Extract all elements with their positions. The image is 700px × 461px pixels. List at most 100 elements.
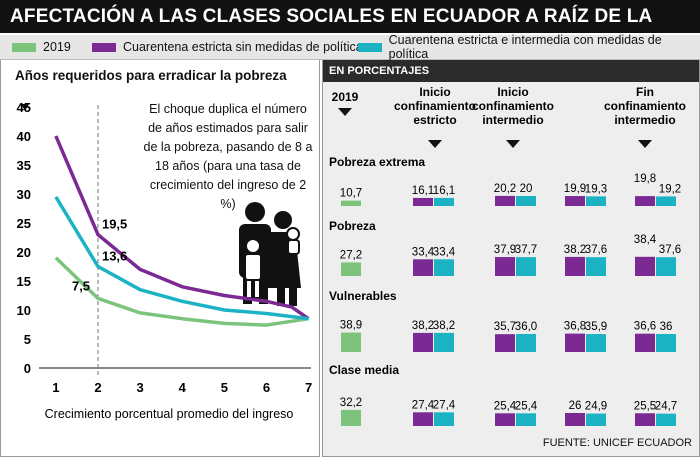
bar-con-medidas [656, 196, 676, 206]
bar-value-label: 27,4 [433, 399, 456, 411]
category-label: Vulnerables [329, 289, 397, 303]
bar-value-label: 35,9 [585, 321, 607, 333]
column-header: intermedio [614, 113, 675, 127]
x-axis-label: Crecimiento porcentual promedio del ingr… [45, 407, 294, 421]
bar-value-label: 25,4 [515, 400, 538, 412]
bar-con-medidas [656, 334, 676, 352]
bar-sin-medidas [565, 256, 585, 276]
series-line [54, 256, 309, 327]
column-header: Fin [636, 85, 654, 99]
bar-value-label: 25,5 [634, 400, 656, 412]
y-tick-label: 30 [17, 187, 31, 202]
arrow-down-icon [638, 140, 652, 148]
title-bar: AFECTACIÓN A LAS CLASES SOCIALES EN ECUA… [0, 0, 700, 60]
bar-value-label: 36,0 [515, 321, 537, 333]
bar-sin-medidas [413, 197, 433, 206]
bar-value-label: 27,2 [340, 249, 362, 261]
bar-con-medidas [434, 412, 454, 426]
bar-con-medidas [516, 334, 536, 352]
series-line [54, 135, 310, 321]
y-tick-label: 10 [17, 303, 31, 318]
legend-swatch-sin-medidas [92, 42, 116, 52]
bar-sin-medidas [565, 413, 585, 426]
bar-value-label: 38,2 [412, 320, 434, 332]
bar-value-label: 37,7 [515, 244, 537, 256]
bar-value-label: 26 [569, 400, 582, 412]
bar-sin-medidas [635, 196, 655, 206]
bar-sin-medidas [495, 195, 515, 206]
bar-con-medidas [656, 257, 676, 276]
arrow-down-icon [21, 104, 29, 111]
bar-sin-medidas [635, 256, 655, 276]
bar-value-label: 19,2 [659, 183, 681, 195]
column-header: confinamiento [394, 99, 476, 113]
bar-value-label: 37,6 [585, 244, 607, 256]
bar-value-label: 36 [660, 321, 673, 333]
bar-sin-medidas [635, 413, 655, 426]
bar-value-label: 37,6 [659, 244, 681, 256]
bar-value-label: 37,9 [494, 244, 516, 256]
line-chart-title: Años requeridos para erradicar la pobrez… [15, 68, 287, 83]
bar-value-label: 20,2 [494, 183, 516, 195]
arrow-down-icon [338, 108, 352, 116]
bar-sin-medidas [413, 332, 433, 352]
y-tick-label: 15 [17, 274, 31, 289]
bar-value-label: 25,4 [494, 400, 517, 412]
x-tick-label: 6 [263, 380, 270, 395]
bar-sin-medidas [413, 412, 433, 426]
bar-value-label: 33,4 [433, 246, 456, 258]
legend-label-con-medidas: Cuarentena estricta e intermedia con med… [388, 33, 662, 61]
x-tick-label: 4 [179, 380, 187, 395]
bar-sin-medidas [495, 334, 515, 352]
bar-value-label: 24,7 [655, 401, 677, 413]
bar-2019 [341, 332, 361, 352]
x-tick-label: 5 [221, 380, 228, 395]
bar-con-medidas [434, 197, 454, 206]
bar-sin-medidas [413, 259, 433, 276]
legend-item-sin-medidas: Cuarentena estricta sin medidas de polít… [92, 35, 363, 59]
bar-con-medidas [516, 257, 536, 276]
bar-value-label: 36,8 [564, 321, 586, 333]
bar-con-medidas [586, 196, 606, 206]
bar-sin-medidas [495, 413, 515, 426]
bar-value-label: 24,9 [585, 401, 607, 413]
family-icon [239, 202, 301, 306]
left-panel: Años requeridos para erradicar la pobrez… [0, 60, 320, 457]
bar-con-medidas [586, 334, 606, 352]
legend-swatch-con-medidas [358, 42, 382, 52]
legend-swatch-2019 [12, 42, 36, 52]
bar-con-medidas [586, 413, 606, 426]
bar-2019 [341, 409, 361, 426]
column-header: intermedio [482, 113, 543, 127]
y-tick-label: 40 [17, 129, 31, 144]
bar-2019 [341, 262, 361, 276]
legend-label-sin-medidas: Cuarentena estricta sin medidas de polít… [123, 40, 363, 54]
point-label: 19,5 [102, 217, 127, 232]
bar-value-label: 27,4 [412, 399, 435, 411]
column-header: Inicio [419, 85, 450, 99]
bar-chart: 2019 InicioconfinamientoestrictoIniciocon… [329, 85, 686, 426]
column-header: confinamiento [472, 99, 554, 113]
bar-con-medidas [656, 413, 676, 426]
source-note: FUENTE: UNICEF ECUADOR [542, 437, 692, 449]
bar-value-label: 19,3 [585, 183, 607, 195]
x-tick-label: 2 [94, 380, 101, 395]
bar-sin-medidas [635, 333, 655, 352]
y-tick-label: 25 [17, 216, 31, 231]
category-label: Pobreza [329, 219, 376, 233]
bar-value-label: 10,7 [340, 188, 362, 200]
arrow-down-icon [506, 140, 520, 148]
bar-value-label: 38,2 [433, 320, 455, 332]
bar-value-label: 36,6 [634, 321, 656, 333]
legend-label-2019: 2019 [43, 40, 71, 54]
bar-value-label: 32,2 [340, 397, 362, 409]
column-header: confinamiento [604, 99, 686, 113]
column-header: estricto [413, 113, 456, 127]
column-header-2019: 2019 [332, 90, 359, 104]
legend: 2019 Cuarentena estricta sin medidas de … [0, 33, 700, 61]
bar-value-label: 35,7 [494, 321, 516, 333]
bar-value-label: 38,2 [564, 244, 586, 256]
right-panel-header: EN PORCENTAJES [323, 60, 699, 82]
legend-item-2019: 2019 [12, 35, 71, 59]
bar-value-label: 19,9 [564, 183, 586, 195]
